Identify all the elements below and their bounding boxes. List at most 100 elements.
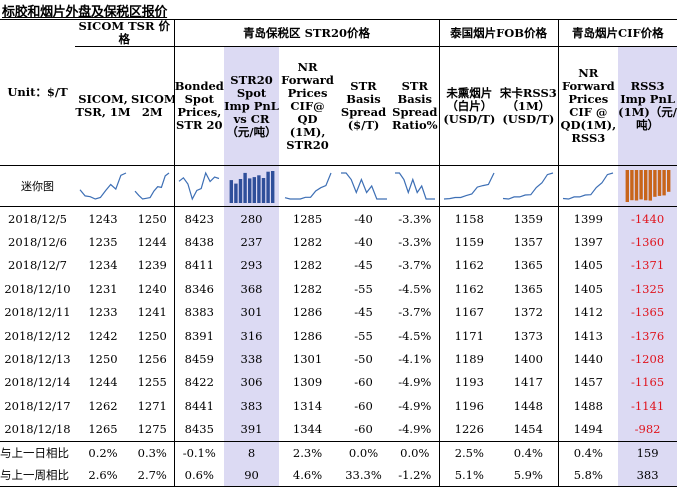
cell-c8: 1171 bbox=[438, 323, 500, 348]
cell-c9: 1357 bbox=[513, 235, 543, 250]
sparkline-c1 bbox=[75, 165, 131, 207]
cell-c1: 1242 bbox=[88, 328, 118, 343]
cell-c7: -3.3% bbox=[398, 235, 432, 250]
summary-label: 与上一周相比 bbox=[0, 463, 75, 487]
row-date: 2018/12/10 bbox=[4, 281, 71, 296]
cell-c10: 1412 bbox=[557, 300, 619, 324]
cell-c5: 1314 bbox=[292, 398, 323, 413]
sparkbar bbox=[634, 170, 638, 201]
summary-c7: -1.2% bbox=[391, 463, 440, 487]
row-date: 2018/12/14 bbox=[4, 375, 71, 390]
cell-c10: 1488 bbox=[557, 394, 619, 418]
sparkbar bbox=[666, 170, 670, 192]
cell-c7: -3.7% bbox=[398, 305, 432, 320]
sparkbar bbox=[233, 183, 238, 203]
col-header-str-basis-spread: STR Basis Spread ($/T) bbox=[340, 79, 387, 132]
col-header-str20-imp-pnl: STR20 Spot Imp PnL vs CR（元/吨） bbox=[224, 46, 280, 166]
summary-c5: 4.6% bbox=[279, 463, 337, 487]
cell-c9: 1373 bbox=[513, 328, 543, 343]
cell-c9: 1454 bbox=[513, 422, 543, 437]
group-header-sicom: SICOM TSR 价格 bbox=[75, 19, 175, 47]
cell-c11: -982 bbox=[618, 417, 677, 442]
cell-c3: 8346 bbox=[173, 277, 225, 301]
sparkbar bbox=[629, 170, 634, 201]
cell-c1: 1262 bbox=[88, 398, 118, 413]
sparkbar bbox=[256, 175, 261, 203]
cell-c4: 280 bbox=[224, 206, 280, 231]
group-header-qingdao-cif: 青岛烟片CIF价格 bbox=[557, 19, 677, 47]
table-row: 2018/12/18 1265 1275 8435 391 1344 -60 -4.9% 122… bbox=[0, 417, 677, 442]
cell-c11: -1208 bbox=[618, 347, 677, 371]
cell-c5: 1344 bbox=[292, 422, 323, 437]
cell-c6: -60 bbox=[354, 422, 373, 437]
cell-c9: 1365 bbox=[513, 281, 543, 296]
sparkbar bbox=[242, 172, 247, 203]
summary-c8: 2.5% bbox=[438, 440, 500, 464]
cell-c2: 1275 bbox=[137, 422, 167, 437]
sparkline-path bbox=[79, 172, 127, 200]
cell-c1: 1265 bbox=[88, 422, 118, 437]
cell-c3: 8438 bbox=[173, 230, 225, 254]
sparkline-path bbox=[284, 172, 332, 200]
cell-c3: 8411 bbox=[173, 253, 225, 278]
row-date: 2018/12/11 bbox=[4, 305, 71, 320]
bar-sparkline-c11 bbox=[618, 165, 677, 207]
cell-c6: -40 bbox=[354, 235, 373, 250]
row-date: 2018/12/18 bbox=[4, 422, 71, 437]
summary-c9: 5.9% bbox=[499, 463, 559, 487]
summary-c5: 2.3% bbox=[279, 440, 337, 464]
cell-c10: 1494 bbox=[557, 417, 619, 442]
sparkline-path bbox=[134, 172, 170, 200]
table-row: 2018/12/17 1262 1271 8441 383 1314 -60 -4.9% 119… bbox=[0, 394, 677, 418]
table-row: 2018/12/14 1244 1255 8422 306 1309 -60 -4.9% 119… bbox=[0, 370, 677, 395]
cell-c4: 383 bbox=[224, 394, 280, 418]
cell-c8: 1193 bbox=[438, 370, 500, 395]
sparkbar bbox=[638, 170, 643, 200]
cell-c3: 8391 bbox=[173, 323, 225, 348]
summary-c1: 2.6% bbox=[75, 463, 131, 487]
cell-c11: -1165 bbox=[618, 370, 677, 395]
cell-c6: -55 bbox=[354, 281, 373, 296]
cell-c6: -40 bbox=[354, 211, 373, 226]
row-date: 2018/12/12 bbox=[4, 328, 71, 343]
summary-c2: 2.7% bbox=[131, 463, 175, 487]
summary-c11: 159 bbox=[618, 440, 677, 464]
cell-c9: 1359 bbox=[513, 211, 543, 226]
cell-c3: 8435 bbox=[173, 417, 225, 442]
summary-row: 与上一日相比 0.2% 0.3% -0.1% 8 2.3% 0.0% 0.0% 2.5% 0.4%… bbox=[0, 440, 677, 464]
cell-c5: 1301 bbox=[292, 352, 323, 367]
cell-c11: -1440 bbox=[618, 206, 677, 231]
row-date: 2018/12/5 bbox=[8, 211, 67, 226]
summary-c6: 33.3% bbox=[336, 463, 392, 487]
summary-row: 与上一周相比 2.6% 2.7% 0.6% 90 4.6% 33.3% -1.2% 5.1% 5.… bbox=[0, 463, 677, 487]
summary-c4: 8 bbox=[224, 440, 280, 464]
cell-c7: -3.7% bbox=[398, 258, 432, 273]
sparkline-path bbox=[394, 172, 435, 200]
summary-c2: 0.3% bbox=[131, 440, 175, 464]
cell-c11: -1376 bbox=[618, 323, 677, 348]
sparkline-c2 bbox=[131, 165, 175, 207]
bar-sparkline-c4 bbox=[224, 165, 280, 207]
cell-c10: 1399 bbox=[557, 206, 619, 231]
sparkline-path bbox=[503, 172, 554, 200]
cell-c3: 8383 bbox=[173, 300, 225, 324]
cell-c2: 1244 bbox=[137, 235, 167, 250]
sparkbar bbox=[261, 178, 265, 203]
sparkbar bbox=[265, 171, 270, 203]
row-date: 2018/12/6 bbox=[8, 235, 67, 250]
group-header-qingdao-bonded: 青岛保税区 STR20价格 bbox=[173, 19, 440, 47]
table-title: 标胶和烟片外盘及保税区报价 bbox=[2, 5, 168, 20]
cell-c10: 1457 bbox=[557, 370, 619, 395]
unit-header: Unit：$/T bbox=[0, 19, 75, 166]
cell-c1: 1231 bbox=[88, 281, 118, 296]
cell-c4: 368 bbox=[224, 277, 280, 301]
summary-c3: 0.6% bbox=[173, 463, 225, 487]
summary-c8: 5.1% bbox=[438, 463, 500, 487]
summary-c6: 0.0% bbox=[336, 440, 392, 464]
sparkbar bbox=[270, 171, 274, 203]
group-header-thai-fob: 泰国烟片FOB价格 bbox=[438, 19, 559, 47]
sparkbar bbox=[247, 178, 251, 203]
col-header-str-basis-ratio: STR Basis Spread Ratio% bbox=[392, 79, 438, 132]
sparkline-c3 bbox=[173, 165, 225, 207]
table-row: 2018/12/5 1243 1250 8423 280 1285 -40 -3.3% 1158… bbox=[0, 206, 677, 231]
